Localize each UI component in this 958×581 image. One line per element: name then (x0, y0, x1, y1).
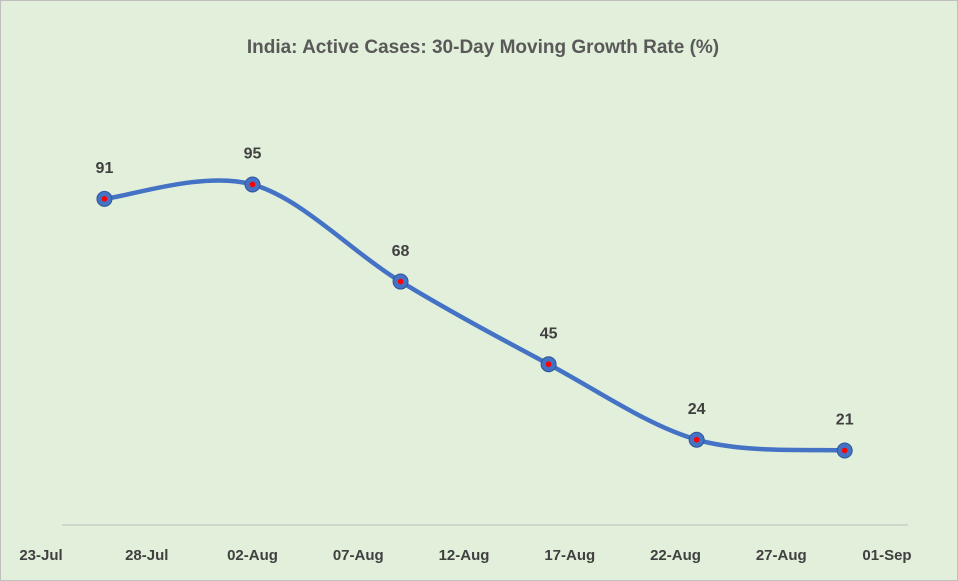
x-tick-label: 28-Jul (125, 547, 168, 564)
data-label: 91 (96, 160, 114, 177)
marker-center (397, 278, 404, 285)
marker-center (101, 196, 108, 202)
data-label: 21 (836, 412, 854, 429)
x-tick-label: 23-Jul (19, 547, 62, 564)
x-tick-label: 12-Aug (439, 547, 490, 564)
data-label: 95 (244, 146, 262, 163)
chart-title: India: Active Cases: 30-Day Moving Growt… (247, 37, 719, 58)
x-tick-label: 01-Sep (862, 547, 911, 564)
marker-center (545, 361, 552, 368)
marker-center (841, 447, 848, 454)
line (102, 178, 847, 453)
marker-center (693, 436, 700, 443)
data-label: 68 (392, 243, 410, 260)
x-tick-label: 07-Aug (333, 547, 384, 564)
data-label: 45 (540, 325, 558, 342)
data-label: 24 (688, 401, 706, 418)
x-tick-label: 17-Aug (544, 547, 595, 564)
marker-center (249, 181, 256, 188)
x-tick-label: 22-Aug (650, 547, 701, 564)
x-tick-label: 02-Aug (227, 547, 278, 564)
x-tick-label: 27-Aug (756, 547, 807, 564)
